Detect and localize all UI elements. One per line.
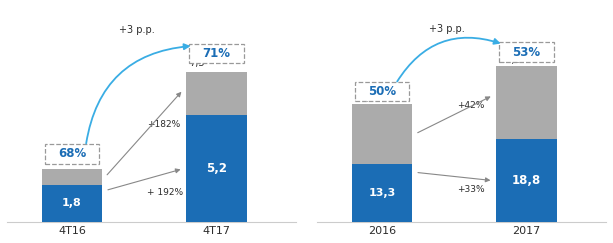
Text: +42%: +42% [457, 101, 484, 110]
Bar [496, 66, 557, 139]
Text: 18,8: 18,8 [512, 174, 541, 187]
Text: 50%: 50% [368, 85, 396, 98]
Text: 68%: 68% [58, 147, 86, 160]
Text: 26,8: 26,8 [354, 94, 376, 104]
FancyBboxPatch shape [189, 44, 244, 63]
Text: +182%: +182% [147, 120, 180, 129]
FancyBboxPatch shape [499, 43, 554, 62]
Text: 1,8: 1,8 [62, 199, 82, 208]
Text: +3 p.p.: +3 p.p. [119, 25, 155, 35]
Text: 71%: 71% [202, 47, 230, 60]
Text: + 192%: + 192% [147, 188, 183, 197]
Text: +33%: +33% [457, 185, 485, 194]
Text: 53%: 53% [512, 46, 541, 59]
Text: +3 p.p.: +3 p.p. [429, 24, 465, 34]
FancyBboxPatch shape [354, 82, 409, 101]
Text: 35,6: 35,6 [499, 55, 520, 65]
Text: 5,2: 5,2 [206, 162, 227, 175]
Bar [42, 169, 102, 185]
Bar [352, 104, 413, 164]
Bar [42, 185, 102, 222]
Text: 13,3: 13,3 [368, 188, 395, 198]
Bar [352, 164, 413, 222]
FancyBboxPatch shape [45, 144, 99, 164]
Bar [186, 115, 247, 222]
Text: 7,3: 7,3 [189, 58, 205, 68]
Text: 2,6: 2,6 [45, 155, 60, 165]
Bar [186, 72, 247, 115]
Bar [496, 139, 557, 222]
